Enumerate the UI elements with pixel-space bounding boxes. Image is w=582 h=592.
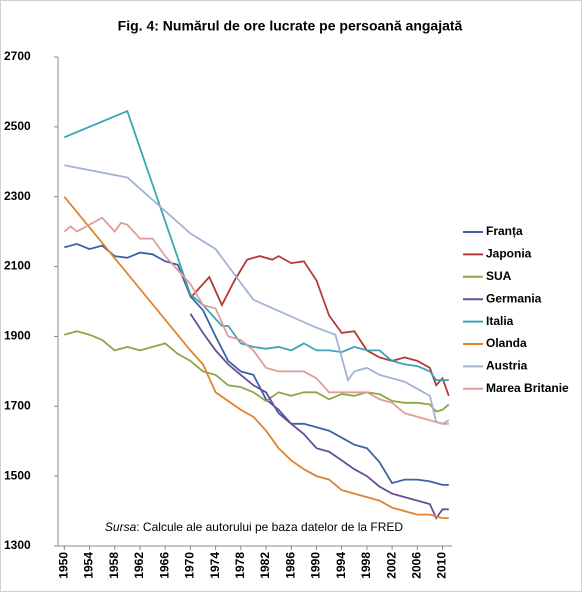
y-tick-label: 2100 xyxy=(4,259,31,273)
x-tick-label: 1998 xyxy=(359,552,373,579)
x-tick-label: 1950 xyxy=(56,552,70,579)
x-tick-label: 1978 xyxy=(233,552,247,579)
series-line xyxy=(63,216,449,425)
x-tick-label: 1962 xyxy=(132,552,146,579)
x-tick-label: 1982 xyxy=(258,552,272,579)
x-tick-label: 1986 xyxy=(283,552,297,579)
legend-label: Franța xyxy=(486,224,523,238)
series-line xyxy=(64,330,450,413)
series-line xyxy=(63,109,449,381)
chart-title: Fig. 4: Numărul de ore lucrate pe persoa… xyxy=(118,18,463,34)
series-line xyxy=(189,255,450,397)
y-tick-label: 2500 xyxy=(4,119,31,133)
series-line xyxy=(64,164,450,425)
x-tick-label: 1966 xyxy=(157,552,171,579)
x-tick-label: 1954 xyxy=(82,552,96,579)
legend-label: Japonia xyxy=(486,247,532,261)
x-tick-label: 2010 xyxy=(435,552,449,579)
x-tick-label: 1990 xyxy=(309,552,323,579)
series-line xyxy=(64,242,449,486)
x-tick-label: 2006 xyxy=(409,552,423,579)
x-tick-label: 1970 xyxy=(183,552,197,579)
legend-label: Olanda xyxy=(486,336,527,350)
y-tick-label: 1700 xyxy=(4,398,31,412)
y-tick-label: 1900 xyxy=(4,329,31,343)
x-tick-label: 1958 xyxy=(107,552,121,579)
source-note: Sursa: Calcule ale autorului pe baza dat… xyxy=(105,520,404,534)
x-tick-label: 2002 xyxy=(384,552,398,579)
series-line xyxy=(189,313,449,520)
legend-label: Germania xyxy=(486,291,542,305)
legend-label: Marea Britanie xyxy=(486,381,569,395)
y-tick-label: 1300 xyxy=(4,538,31,552)
x-tick-label: 1994 xyxy=(334,552,348,579)
legend-label: Italia xyxy=(486,314,514,328)
y-tick-label: 1500 xyxy=(4,468,31,482)
y-tick-label: 2300 xyxy=(4,189,31,203)
x-tick-label: 1974 xyxy=(208,552,222,579)
y-tick-label: 2700 xyxy=(4,49,31,63)
legend-label: SUA xyxy=(486,269,512,283)
legend-label: Austria xyxy=(486,359,528,373)
source-label: Sursa xyxy=(105,520,137,534)
source-text: : Calcule ale autorului pe baza datelor … xyxy=(136,520,403,534)
series-line xyxy=(63,196,449,519)
